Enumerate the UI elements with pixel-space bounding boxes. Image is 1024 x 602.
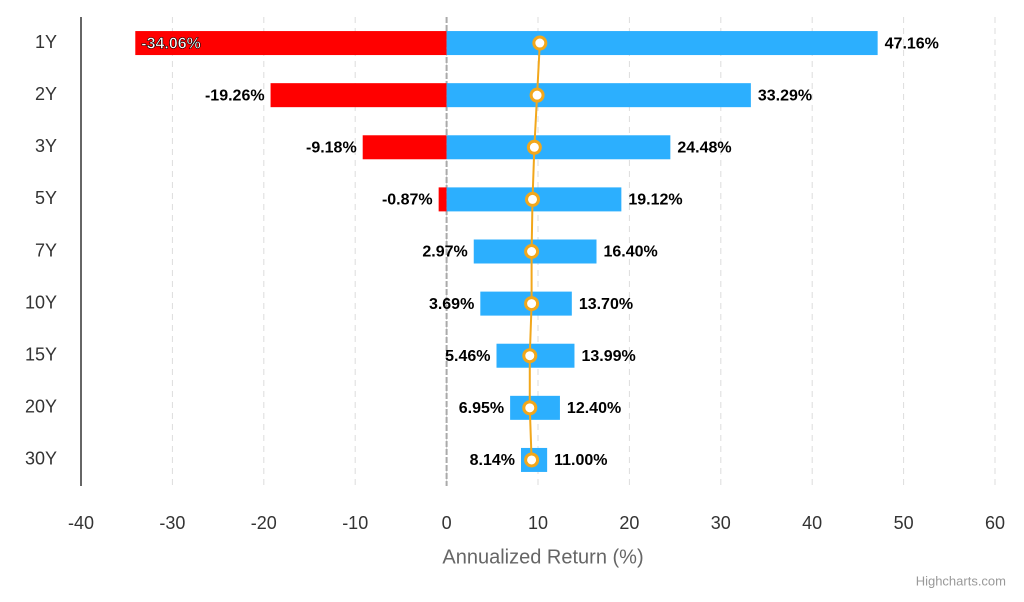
high-label: 24.48% [677,139,731,156]
low-label: 2.97% [422,244,467,261]
low-label: -9.18% [306,139,357,156]
high-label: 19.12% [628,192,682,209]
high-label: 11.00% [554,452,607,469]
average-marker [532,35,548,51]
positive-bar [446,135,671,160]
negative-bar [362,135,447,160]
y-tick-label: 30Y [25,449,57,469]
average-marker [526,139,542,155]
x-tick-label: -20 [251,513,277,533]
x-tick-label: 10 [528,513,548,533]
positive-bar [446,31,878,56]
y-tick-label: 7Y [35,240,57,260]
x-tick-label: 40 [802,513,822,533]
y-tick-label: 2Y [35,84,57,104]
y-tick-label: 5Y [35,188,57,208]
y-tick-label: 15Y [25,344,57,364]
low-label: -0.87% [382,192,433,209]
average-marker [522,348,538,364]
x-tick-label: 60 [985,513,1005,533]
x-tick-label: -30 [159,513,185,533]
average-marker [529,87,545,103]
low-label: 5.46% [445,348,490,365]
x-tick-label: -10 [342,513,368,533]
negative-bar [135,31,447,56]
low-label: 8.14% [470,452,515,469]
negative-bar [438,187,447,212]
y-tick-label: 20Y [25,397,57,417]
x-tick-label: 20 [619,513,639,533]
high-label: 47.16% [885,35,939,52]
average-marker [524,296,540,312]
low-label: 6.95% [459,400,504,417]
low-label: -19.26% [205,87,265,104]
high-label: 16.40% [603,244,657,261]
y-tick-label: 10Y [25,292,57,312]
credit: Highcharts.com [916,573,1006,588]
x-tick-label: 0 [442,513,452,533]
x-tick-label: 50 [894,513,914,533]
low-label: 3.69% [429,296,474,313]
average-marker [524,244,540,259]
high-label: 13.99% [581,348,635,365]
x-axis-title: Annualized Return (%) [442,546,643,568]
average-marker [524,452,540,468]
high-label: 33.29% [758,87,812,104]
y-tick-label: 1Y [35,32,57,52]
high-label: 12.40% [567,400,621,417]
positive-bar [446,83,751,108]
negative-bar [270,83,447,108]
x-tick-label: -40 [68,513,94,533]
x-tick-label: 30 [711,513,731,533]
high-label: 13.70% [579,296,633,313]
average-marker [525,191,541,207]
average-marker [522,400,538,416]
y-tick-label: 3Y [35,136,57,156]
low-label: -34.06% [141,35,201,52]
